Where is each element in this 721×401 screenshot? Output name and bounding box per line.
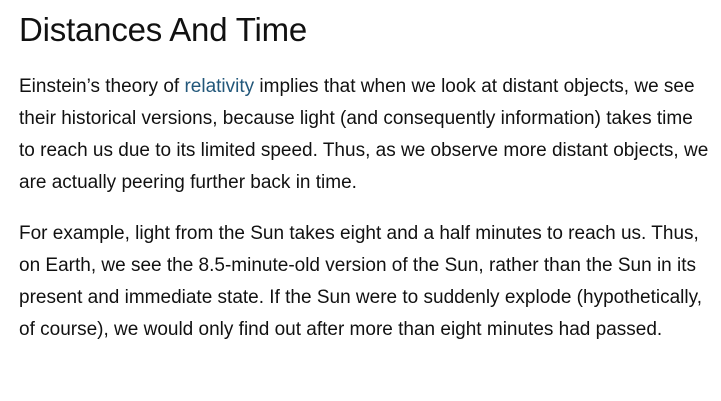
relativity-link[interactable]: relativity <box>184 76 255 97</box>
paragraph-text: implies that when we look at distant obj… <box>19 76 709 193</box>
section-heading: Distances And Time <box>19 11 308 48</box>
paragraph-relativity: Einstein’s theory of relativity implies … <box>19 71 709 199</box>
paragraph-sun-example: For example, light from the Sun takes ei… <box>19 223 702 340</box>
article-section: Distances And Time Einstein’s theory of … <box>19 10 709 346</box>
paragraph-text: Einstein’s theory of <box>19 76 185 97</box>
